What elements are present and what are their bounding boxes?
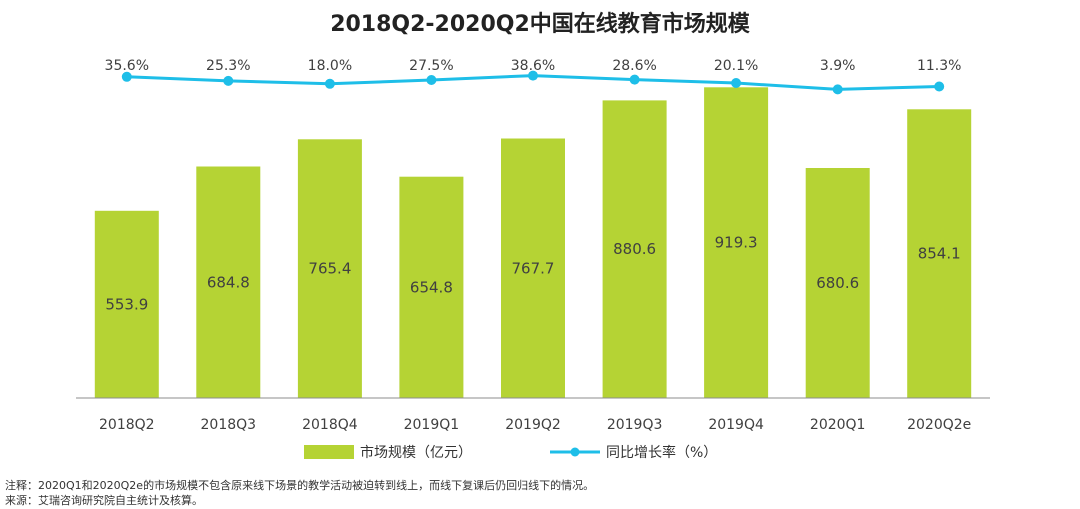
x-tick-label: 2018Q2 (99, 417, 155, 433)
legend-line-marker (570, 447, 580, 457)
growth-rate-point (832, 84, 843, 95)
bar-value-label: 684.8 (207, 273, 250, 291)
growth-rate-point (731, 78, 742, 88)
growth-rate-point (528, 70, 538, 81)
growth-rate-series: 35.6% 25.3% 18.0% 27.5% 38.6% 28.6% 20.1% 3.9% 1… (105, 58, 961, 95)
legend-bar-label: 市场规模（亿元） (360, 444, 472, 461)
growth-rate-point (121, 71, 132, 82)
x-tick-label: 2020Q1 (810, 417, 866, 433)
bar-value-label: 680.6 (816, 274, 859, 292)
growth-rate-label: 35.6% (105, 58, 149, 74)
bar (94, 210, 159, 398)
bar-value-label: 767.7 (512, 259, 555, 277)
bar (805, 168, 870, 398)
x-tick-label: 2019Q1 (404, 417, 460, 433)
x-tick-label: 2019Q3 (607, 417, 663, 433)
growth-rate-label: 38.6% (511, 58, 555, 74)
bar (196, 166, 261, 398)
bar-series: 553.9 684.8 765.4 654.8 767.7 880.6 919.3 680.6… (94, 87, 972, 399)
growth-rate-label: 18.0% (308, 58, 352, 74)
bar-value-label: 854.1 (918, 245, 961, 263)
bar (704, 87, 769, 399)
bar-value-label: 880.6 (613, 240, 656, 258)
x-tick-label: 2019Q2 (505, 417, 561, 433)
legend: 市场规模（亿元） 同比增长率（%） (304, 444, 717, 461)
bar-value-label: 553.9 (105, 295, 148, 313)
growth-rate-label: 25.3% (206, 58, 250, 74)
bar-value-label: 654.8 (410, 278, 453, 296)
source-note: 来源：艾瑞咨询研究院自主统计及核算。 (5, 494, 203, 507)
x-tick-label: 2020Q2e (907, 417, 971, 433)
growth-rate-label: 20.1% (714, 58, 758, 74)
bar (501, 138, 565, 398)
bar-value-label: 919.3 (715, 234, 758, 252)
legend-line-label: 同比增长率（%） (606, 444, 717, 461)
growth-rate-label: 3.9% (820, 58, 856, 74)
growth-rate-point (426, 75, 437, 85)
legend-bar-swatch (304, 445, 354, 459)
bar (602, 100, 667, 399)
growth-rate-point (629, 74, 640, 85)
bar (399, 176, 464, 398)
x-tick-label: 2019Q4 (708, 417, 764, 433)
x-tick-label: 2018Q4 (302, 417, 358, 433)
x-axis-tick-labels: 2018Q2 2018Q3 2018Q4 2019Q1 2019Q2 2019Q3 2019… (99, 417, 971, 433)
growth-rate-point (934, 81, 945, 92)
market-size-chart: 2018Q2-2020Q2中国在线教育市场规模 553.9 684.8 765.4 6… (76, 11, 990, 461)
growth-rate-label: 11.3% (917, 58, 961, 74)
x-tick-label: 2018Q3 (201, 417, 257, 433)
bar (907, 109, 972, 399)
footnote: 注释：2020Q1和2020Q2e的市场规模不包含原来线下场景的教学活动被迫转到… (5, 479, 595, 492)
growth-rate-label: 28.6% (612, 58, 656, 74)
growth-rate-label: 27.5% (409, 58, 453, 74)
growth-rate-point (324, 78, 335, 89)
chart-title: 2018Q2-2020Q2中国在线教育市场规模 (330, 11, 751, 37)
bar (297, 139, 362, 399)
growth-rate-point (223, 75, 234, 86)
bar-value-label: 765.4 (308, 260, 351, 278)
